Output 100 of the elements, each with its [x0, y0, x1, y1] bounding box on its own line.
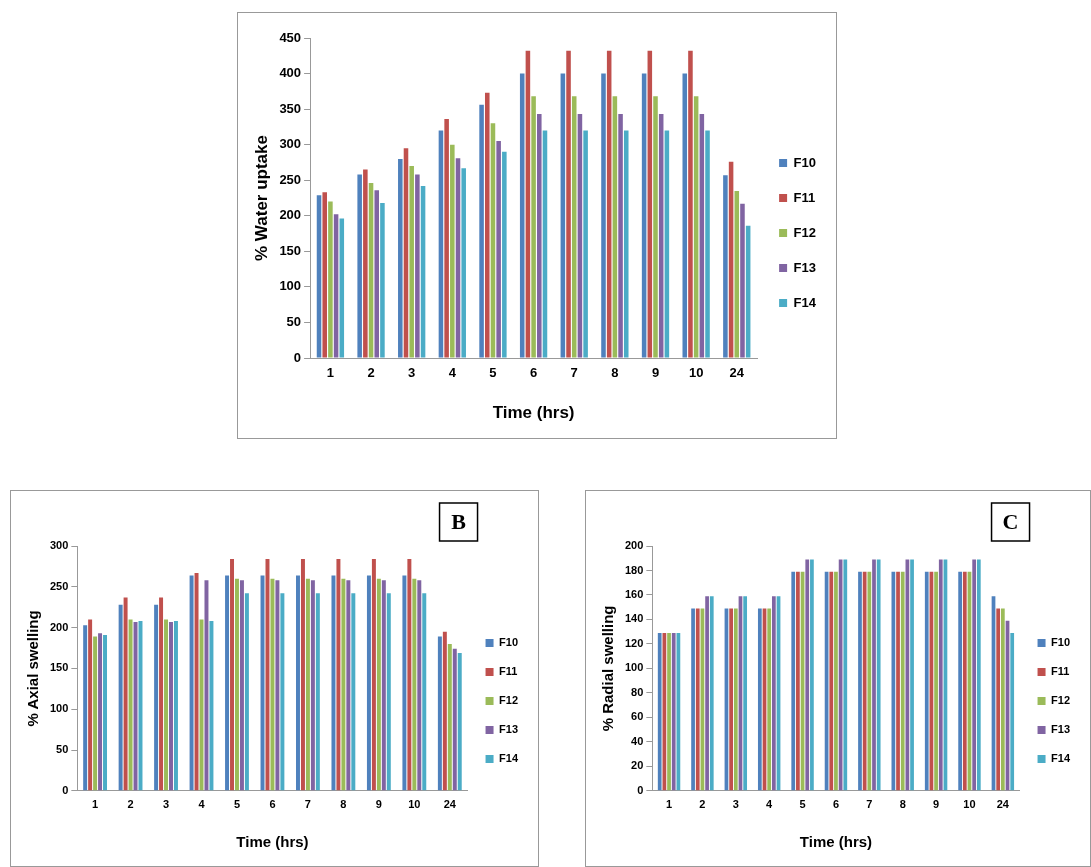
bar: [280, 593, 285, 791]
bar: [962, 571, 967, 791]
y-tick-label: 100: [624, 661, 644, 674]
bar: [417, 580, 422, 791]
bar: [374, 190, 380, 358]
bar: [537, 114, 542, 358]
text: B: [451, 508, 467, 534]
y-tick-label: 100: [279, 278, 302, 294]
bar: [123, 597, 128, 791]
x-tick-label: 8: [340, 798, 347, 811]
bar: [422, 593, 427, 791]
x-tick-label: 3: [408, 365, 416, 381]
x-tick-label: 8: [611, 365, 619, 381]
y-tick-label: 20: [631, 759, 644, 772]
bar: [225, 575, 230, 791]
y-tick-label: 250: [279, 171, 302, 187]
bar: [695, 608, 700, 791]
legend-label: F14: [793, 294, 817, 310]
x-tick-label: 2: [367, 365, 375, 381]
bar: [194, 572, 199, 791]
bar: [133, 621, 138, 791]
y-tick-label: 160: [624, 587, 644, 600]
bar: [740, 203, 745, 358]
bar: [705, 130, 710, 358]
bar: [457, 652, 462, 791]
bar: [305, 578, 310, 791]
y-tick-label: 0: [62, 783, 69, 796]
bar: [479, 104, 484, 358]
bar: [371, 559, 376, 791]
legend-label: F10: [793, 154, 817, 170]
x-tick-label: 2: [699, 798, 706, 811]
bar: [502, 151, 507, 358]
x-tick-label: 3: [732, 798, 739, 811]
x-tick-label: 10: [408, 798, 421, 811]
bar: [682, 73, 688, 358]
legend-label: F14: [499, 752, 519, 765]
x-tick-label: 24: [996, 798, 1010, 811]
bar: [412, 578, 417, 791]
x-axis-title: Time (hrs): [492, 403, 575, 423]
bar: [189, 575, 194, 791]
y-tick-label: 140: [624, 612, 644, 625]
bar: [934, 571, 938, 791]
text: C: [1002, 508, 1019, 534]
bar: [380, 202, 385, 358]
y-axis-title: % Axial swelling: [24, 610, 42, 727]
bar: [398, 158, 403, 358]
bar: [461, 168, 466, 358]
x-tick-label: 9: [375, 798, 382, 811]
x-tick-label: 4: [766, 798, 774, 811]
bar: [972, 559, 977, 791]
bar: [357, 174, 362, 358]
x-tick-label: 5: [233, 798, 241, 811]
bar: [618, 114, 623, 358]
y-tick-label: 120: [624, 636, 644, 649]
bar: [381, 580, 386, 791]
y-tick-label: 180: [624, 563, 644, 576]
y-tick-label: 60: [631, 710, 644, 723]
bar: [204, 580, 209, 791]
y-axis-title: % Radial swelling: [599, 605, 617, 732]
bar: [862, 571, 867, 791]
bar: [910, 559, 914, 791]
bar: [260, 575, 265, 791]
x-tick-label: 1: [326, 365, 335, 381]
bar: [322, 192, 327, 358]
bar: [1000, 608, 1005, 791]
bar: [688, 50, 693, 358]
x-tick-label: 10: [688, 365, 704, 381]
x-axis-title: Time (hrs): [236, 833, 309, 851]
x-tick-label: 24: [729, 365, 745, 381]
bar: [484, 92, 490, 358]
x-tick-label: 5: [489, 365, 497, 381]
y-tick-label: 300: [279, 136, 302, 152]
x-tick-label: 7: [866, 798, 873, 811]
bar: [571, 96, 577, 358]
y-tick-label: 350: [279, 100, 302, 116]
legend-label: F13: [793, 259, 817, 275]
bar: [315, 593, 320, 791]
legend-label: F12: [499, 694, 519, 707]
legend-label: F11: [1051, 665, 1070, 678]
x-tick-label: 9: [651, 365, 660, 381]
legend-label: F12: [793, 224, 817, 240]
bar: [891, 571, 896, 791]
bar: [452, 648, 457, 791]
bar: [209, 621, 214, 791]
y-tick-label: 150: [49, 661, 69, 674]
bar: [623, 130, 629, 358]
bar: [265, 559, 270, 791]
bar: [667, 632, 671, 791]
bar: [496, 141, 501, 358]
y-tick-label: 200: [624, 539, 644, 552]
bar: [671, 632, 676, 791]
x-tick-label: 2: [127, 798, 134, 811]
bar: [230, 559, 234, 791]
bar: [159, 597, 164, 791]
bar: [767, 608, 772, 791]
bar: [128, 619, 133, 791]
y-tick-label: 300: [49, 539, 69, 552]
bar: [958, 571, 962, 791]
y-tick-label: 250: [49, 579, 69, 592]
bar: [771, 596, 776, 791]
